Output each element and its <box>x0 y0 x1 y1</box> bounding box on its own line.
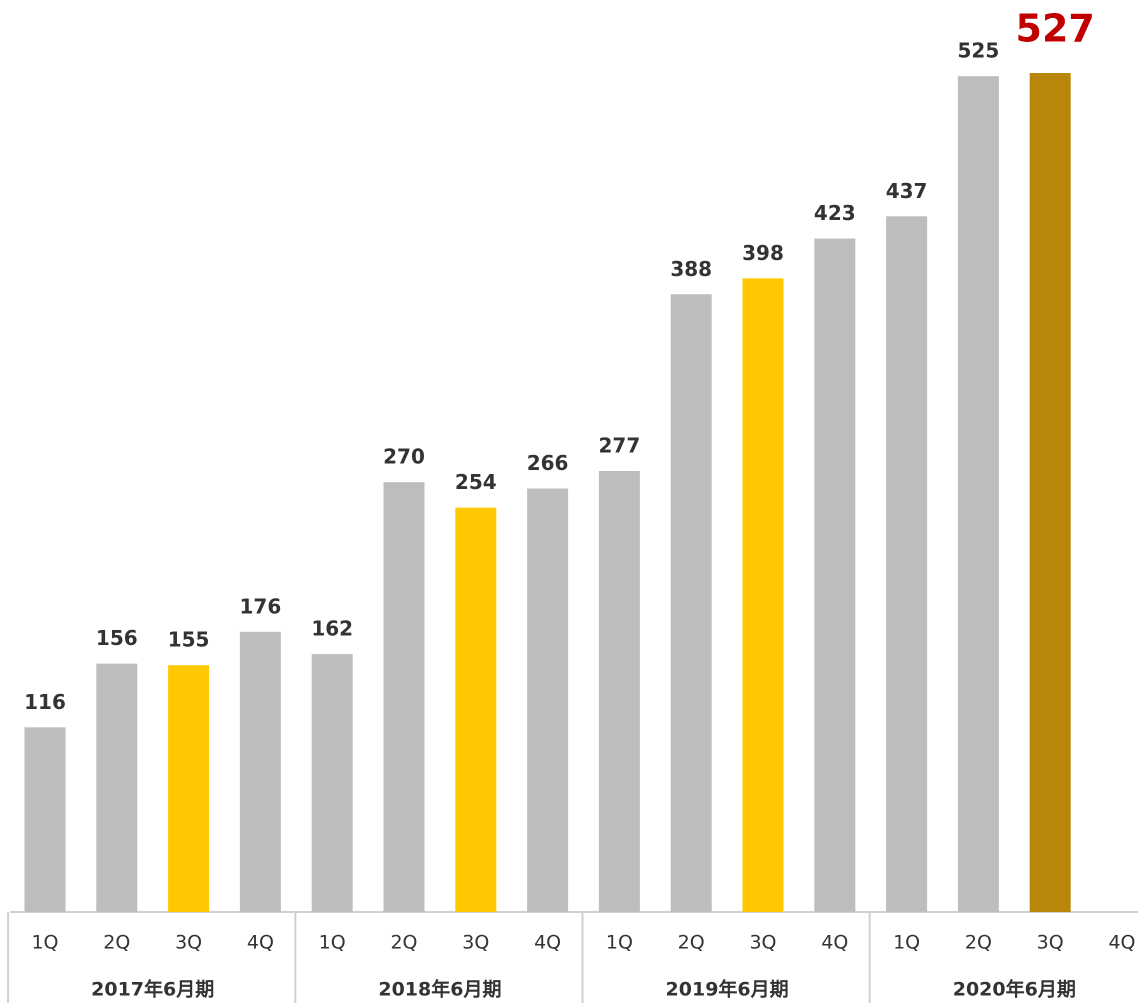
x-tick-label: 4Q <box>247 932 274 954</box>
x-tick-label: 2Q <box>678 932 705 954</box>
bar <box>814 238 856 912</box>
bar <box>383 482 425 912</box>
x-tick-label: 3Q <box>462 932 489 954</box>
bar <box>598 471 640 912</box>
group-label: 2020年6月期 <box>953 978 1076 1001</box>
bar <box>96 663 138 912</box>
x-tick-label: 2Q <box>390 932 417 954</box>
bar <box>455 507 497 912</box>
x-tick-label: 4Q <box>1108 932 1135 954</box>
group-label: 2019年6月期 <box>666 978 789 1001</box>
x-tick-label: 1Q <box>319 932 346 954</box>
x-tick-label: 1Q <box>31 932 58 954</box>
bar <box>742 278 784 912</box>
x-tick-label: 4Q <box>534 932 561 954</box>
value-label: 270 <box>383 445 425 469</box>
bar <box>24 727 66 912</box>
x-tick-label: 3Q <box>1037 932 1064 954</box>
value-label: 266 <box>527 451 569 475</box>
value-label: 398 <box>742 241 784 265</box>
group-label: 2017年6月期 <box>91 978 214 1001</box>
group-label: 2018年6月期 <box>378 978 501 1001</box>
x-tick-label: 1Q <box>893 932 920 954</box>
x-tick-label: 2Q <box>965 932 992 954</box>
value-label: 176 <box>240 594 282 618</box>
value-label: 277 <box>599 434 641 458</box>
bar <box>527 488 569 912</box>
bar <box>886 216 928 913</box>
value-label: 162 <box>311 617 353 641</box>
bar <box>1029 73 1071 912</box>
x-tick-label: 3Q <box>749 932 776 954</box>
value-label: 155 <box>168 628 210 652</box>
value-label: 527 <box>1016 7 1095 51</box>
x-tick-label: 2Q <box>103 932 130 954</box>
x-tick-label: 4Q <box>821 932 848 954</box>
value-label: 116 <box>24 690 66 714</box>
value-label: 156 <box>96 626 138 650</box>
bar <box>670 294 712 912</box>
bar <box>239 631 281 912</box>
value-label: 437 <box>886 179 928 203</box>
value-label: 525 <box>958 39 1000 63</box>
value-label: 254 <box>455 470 497 494</box>
bar <box>311 654 353 912</box>
x-tick-label: 1Q <box>606 932 633 954</box>
value-label: 388 <box>670 257 712 281</box>
bar <box>957 76 999 912</box>
x-tick-label: 3Q <box>175 932 202 954</box>
value-label: 423 <box>814 201 856 225</box>
bar <box>168 665 210 912</box>
